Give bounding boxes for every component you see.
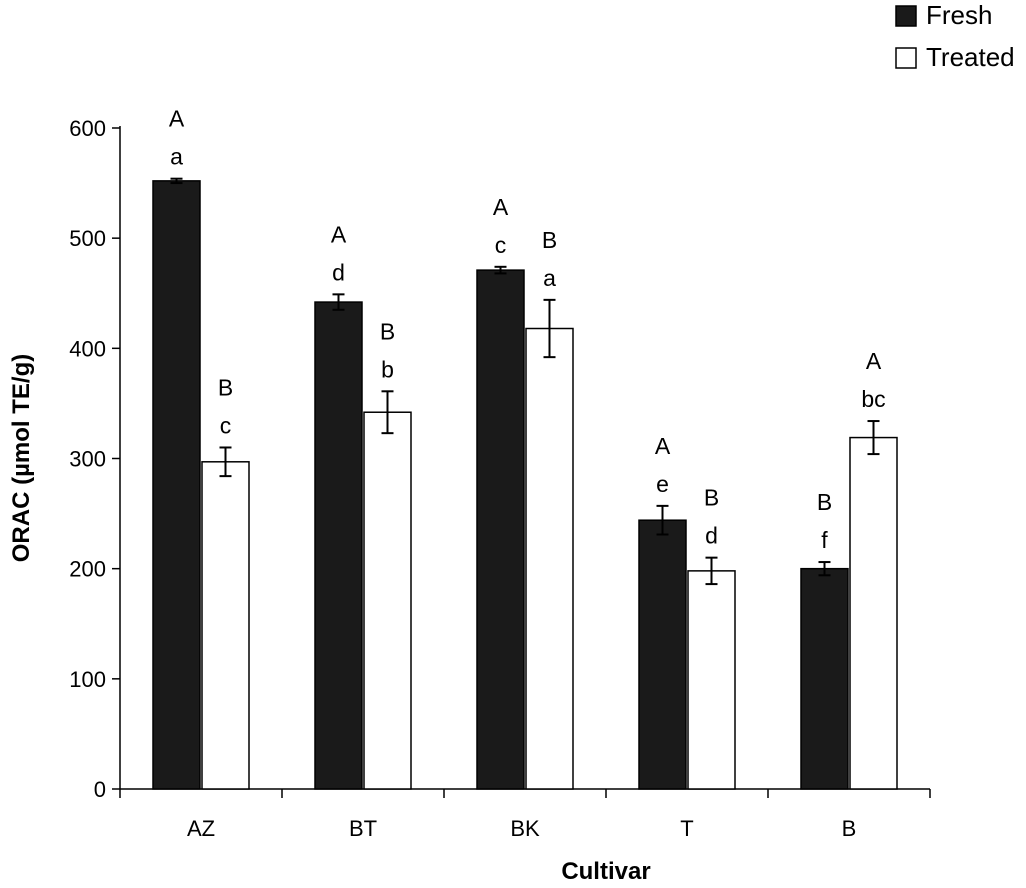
bar-fresh-bt — [314, 301, 363, 790]
x-tick-label-az: AZ — [187, 816, 215, 841]
letter-upper-treated-b: A — [866, 348, 882, 374]
y-tick-label-500: 500 — [69, 226, 106, 251]
legend-swatch-treated — [895, 47, 917, 69]
y-tick-label-400: 400 — [69, 336, 106, 361]
letter-lower-treated-t: d — [705, 523, 718, 549]
letter-upper-treated-bk: B — [542, 227, 557, 253]
letter-lower-fresh-b: f — [821, 527, 828, 553]
y-tick-label-300: 300 — [69, 447, 106, 472]
x-tick-label-b: B — [842, 816, 857, 841]
bar-fresh-bk — [476, 269, 525, 790]
y-tick-label-100: 100 — [69, 667, 106, 692]
plot-area: 0100200300400500600AZaAcBBTdAbBBKcAaBTeA… — [69, 106, 931, 841]
letter-lower-treated-b: bc — [861, 386, 885, 412]
legend-swatch-fresh — [895, 5, 917, 27]
letter-lower-treated-az: c — [220, 412, 232, 438]
letter-upper-fresh-b: B — [817, 489, 832, 515]
y-tick-label-600: 600 — [69, 116, 106, 141]
letter-lower-fresh-bk: c — [495, 232, 507, 258]
letter-lower-fresh-bt: d — [332, 259, 345, 285]
bar-fresh-b — [800, 567, 849, 790]
x-tick-label-t: T — [680, 816, 693, 841]
bar-treated-az — [201, 461, 250, 790]
bar-treated-bt — [363, 411, 412, 790]
bar-fresh-t — [638, 519, 687, 790]
letter-upper-treated-t: B — [704, 485, 719, 511]
legend: Fresh Treated — [895, 0, 1015, 72]
y-axis-title: ORAC (µmol TE/g) — [8, 354, 35, 562]
letter-lower-treated-bk: a — [543, 265, 556, 291]
legend-label-treated: Treated — [926, 42, 1015, 72]
letter-upper-fresh-t: A — [655, 433, 671, 459]
letter-upper-treated-bt: B — [380, 318, 395, 344]
x-tick-label-bk: BK — [510, 816, 540, 841]
letter-upper-treated-az: B — [218, 374, 233, 400]
y-tick-label-0: 0 — [94, 777, 106, 802]
bar-treated-t — [687, 570, 736, 790]
letter-lower-treated-bt: b — [381, 356, 394, 382]
legend-label-fresh: Fresh — [926, 0, 992, 30]
bar-treated-b — [849, 436, 898, 790]
x-tick-label-bt: BT — [349, 816, 377, 841]
bar-treated-bk — [525, 327, 574, 790]
x-axis-title: Cultivar — [561, 858, 650, 885]
letter-lower-fresh-az: a — [170, 144, 183, 170]
letter-lower-fresh-t: e — [656, 471, 669, 497]
letter-upper-fresh-bt: A — [331, 221, 347, 247]
bar-fresh-az — [152, 180, 201, 790]
letter-upper-fresh-bk: A — [493, 194, 509, 220]
letter-upper-fresh-az: A — [169, 106, 185, 132]
y-tick-label-200: 200 — [69, 557, 106, 582]
